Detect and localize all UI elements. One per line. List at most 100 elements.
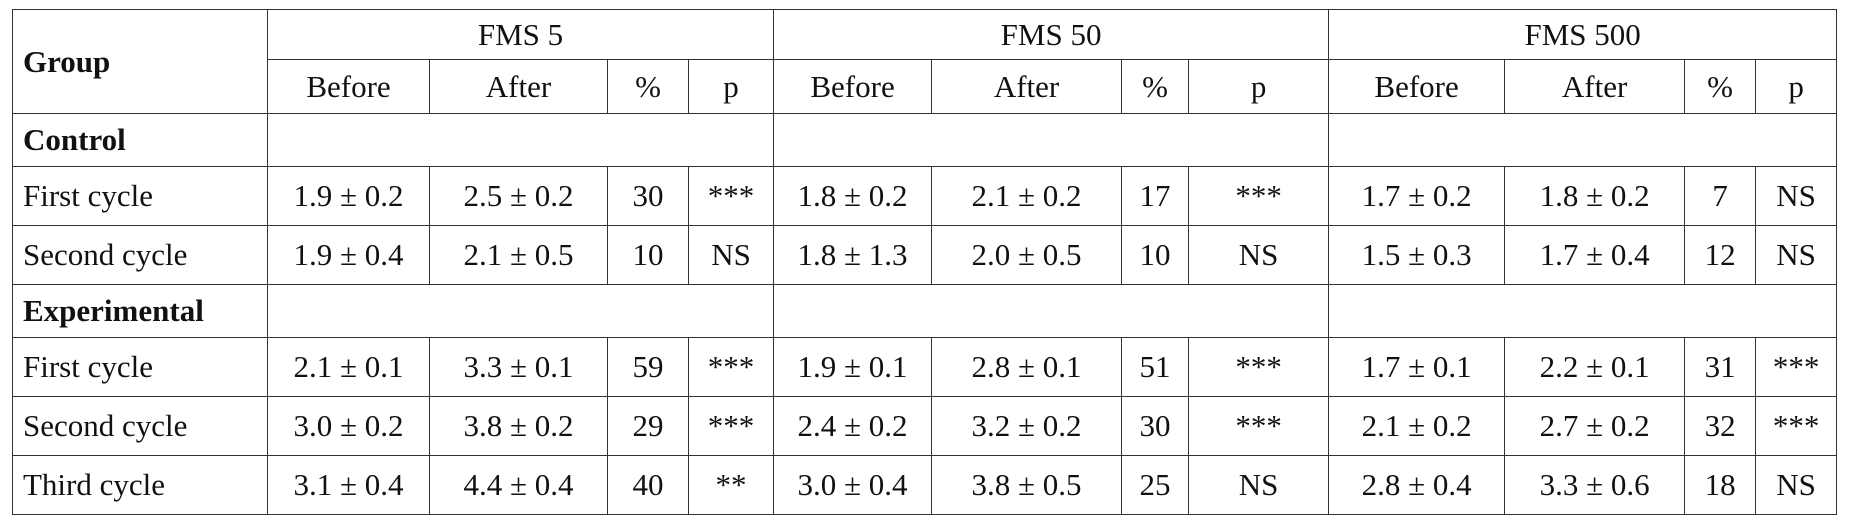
empty-cell	[773, 284, 1330, 338]
measure-header: FMS 5	[266, 9, 775, 60]
column-header: p	[1188, 59, 1330, 114]
data-cell: 2.0 ± 0.5	[931, 225, 1123, 285]
data-cell: 1.9 ± 0.4	[267, 225, 430, 285]
data-cell: ***	[1188, 337, 1330, 397]
section-label: Experimental	[12, 284, 268, 338]
data-cell: ***	[687, 396, 775, 456]
data-cell: 3.1 ± 0.4	[267, 455, 430, 515]
data-cell: ***	[1188, 396, 1330, 456]
data-cell: 2.2 ± 0.1	[1504, 337, 1686, 397]
data-cell: 1.8 ± 1.3	[773, 225, 933, 285]
data-cell: 1.9 ± 0.1	[773, 337, 933, 397]
column-header: After	[1504, 59, 1686, 114]
results-table: Group FMS 5 FMS 50 FMS 500 Before After% p Befo…	[12, 9, 1838, 515]
data-cell: 4.4 ± 0.4	[429, 455, 608, 515]
column-header: %	[607, 59, 689, 114]
column-header: p	[687, 59, 775, 114]
section-row: Experimental	[12, 284, 1838, 338]
section-row: Control	[12, 113, 1838, 167]
data-cell: 51	[1121, 337, 1190, 397]
empty-cell	[773, 113, 1330, 167]
column-header: After	[931, 59, 1123, 114]
data-cell: NS	[1755, 455, 1838, 515]
data-cell: **	[687, 455, 775, 515]
data-cell: 2.1 ± 0.2	[931, 166, 1123, 226]
header-row: Group FMS 5 FMS 50 FMS 500	[12, 9, 1838, 114]
data-cell: 10	[607, 225, 689, 285]
data-cell: 7	[1684, 166, 1757, 226]
row-label: Second cycle	[12, 225, 268, 285]
data-cell: 3.2 ± 0.2	[931, 396, 1123, 456]
column-header: p	[1755, 59, 1838, 114]
data-cell: 12	[1684, 225, 1757, 285]
data-cell: 2.1 ± 0.5	[429, 225, 608, 285]
column-header: Before	[267, 59, 430, 114]
data-cell: 2.8 ± 0.4	[1328, 455, 1506, 515]
empty-cell	[266, 284, 775, 338]
data-cell: NS	[1755, 166, 1838, 226]
column-header: Before	[773, 59, 933, 114]
data-cell: NS	[1188, 225, 1330, 285]
data-cell: ***	[1188, 166, 1330, 226]
group-header: Group	[12, 9, 268, 114]
column-header: After	[429, 59, 608, 114]
data-cell: 2.4 ± 0.2	[773, 396, 933, 456]
data-cell: 3.0 ± 0.4	[773, 455, 933, 515]
row-label: Second cycle	[12, 396, 268, 456]
column-header: Before	[1328, 59, 1506, 114]
data-cell: ***	[687, 166, 775, 226]
data-cell: 2.1 ± 0.2	[1328, 396, 1506, 456]
data-cell: 2.5 ± 0.2	[429, 166, 608, 226]
row-label: Third cycle	[12, 455, 268, 515]
data-cell: 10	[1121, 225, 1190, 285]
data-cell: 29	[607, 396, 689, 456]
data-cell: 59	[607, 337, 689, 397]
data-cell: ***	[1755, 396, 1838, 456]
data-cell: 31	[1684, 337, 1757, 397]
data-cell: 3.3 ± 0.6	[1504, 455, 1686, 515]
empty-cell	[1328, 284, 1838, 338]
row-label: First cycle	[12, 166, 268, 226]
data-cell: 32	[1684, 396, 1757, 456]
measure-header: FMS 500	[1328, 9, 1838, 60]
data-row: First cycle 2.1 ± 0.1 3.3 ± 0.1 59 *** 1.9 ± …	[12, 337, 1838, 397]
table-body: Group FMS 5 FMS 50 FMS 500 Before After% p Befo…	[12, 9, 1838, 515]
data-cell: 3.8 ± 0.2	[429, 396, 608, 456]
row-label: First cycle	[12, 337, 268, 397]
column-header: %	[1121, 59, 1190, 114]
data-cell: 1.8 ± 0.2	[1504, 166, 1686, 226]
data-cell: 3.3 ± 0.1	[429, 337, 608, 397]
empty-cell	[1328, 113, 1838, 167]
data-cell: 30	[1121, 396, 1190, 456]
subheader-row: Before After% p Before After% p Before After% p	[13, 59, 1838, 114]
data-cell: ***	[1755, 337, 1838, 397]
data-cell: 2.1 ± 0.1	[267, 337, 430, 397]
data-cell: ***	[687, 337, 775, 397]
data-cell: 1.5 ± 0.3	[1328, 225, 1506, 285]
data-row: Third cycle 3.1 ± 0.4 4.4 ± 0.4 40 ** 3.0 ± 0…	[12, 455, 1838, 515]
data-row: Second cycle 3.0 ± 0.2 3.8 ± 0.2 29 *** 2.4 ±…	[12, 396, 1838, 456]
data-row: Second cycle 1.9 ± 0.4 2.1 ± 0.5 10 NS 1.8 ± …	[12, 225, 1838, 285]
measure-header: FMS 50	[773, 9, 1330, 60]
data-cell: 3.0 ± 0.2	[267, 396, 430, 456]
data-cell: 1.9 ± 0.2	[267, 166, 430, 226]
data-cell: 3.8 ± 0.5	[931, 455, 1123, 515]
data-row: First cycle 1.9 ± 0.2 2.5 ± 0.2 30 *** 1.8 ± …	[12, 166, 1838, 226]
data-cell: 30	[607, 166, 689, 226]
data-cell: 18	[1684, 455, 1757, 515]
data-cell: 40	[607, 455, 689, 515]
data-cell: 17	[1121, 166, 1190, 226]
section-label: Control	[12, 113, 268, 167]
data-cell: 2.8 ± 0.1	[931, 337, 1123, 397]
data-cell: NS	[1188, 455, 1330, 515]
data-cell: 1.7 ± 0.1	[1328, 337, 1506, 397]
data-cell: NS	[687, 225, 775, 285]
data-cell: 25	[1121, 455, 1190, 515]
data-cell: NS	[1755, 225, 1838, 285]
data-cell: 1.7 ± 0.4	[1504, 225, 1686, 285]
column-header: %	[1684, 59, 1757, 114]
data-cell: 1.8 ± 0.2	[773, 166, 933, 226]
data-cell: 2.7 ± 0.2	[1504, 396, 1686, 456]
empty-cell	[266, 113, 775, 167]
